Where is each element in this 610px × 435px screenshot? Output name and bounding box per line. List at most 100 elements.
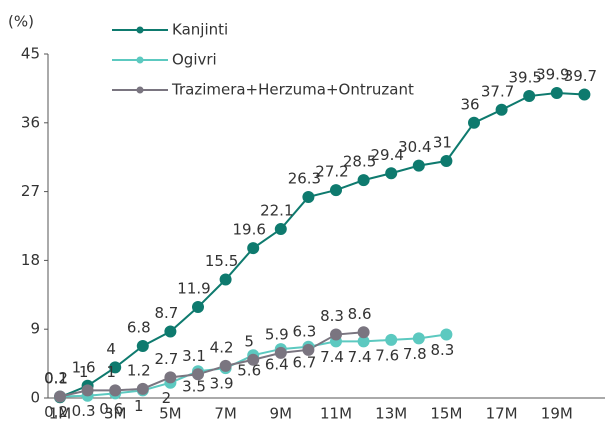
point (219, 273, 232, 286)
data-label: 2.7 (154, 350, 178, 368)
data-label: 6.8 (127, 319, 151, 337)
data-label: 27.2 (315, 163, 348, 181)
data-label: 3.1 (182, 347, 206, 365)
data-label: 8.3 (430, 341, 454, 359)
data-label: 0.2 (44, 403, 68, 421)
point (385, 167, 398, 180)
point (523, 90, 536, 103)
data-label: 36 (460, 95, 479, 113)
point (219, 359, 232, 372)
data-label: 6.7 (292, 353, 316, 371)
y-tick-label: 0 (30, 389, 40, 407)
x-tick-label: 11M (320, 405, 352, 423)
point (247, 242, 260, 255)
data-label: 19.6 (232, 221, 265, 239)
data-label: 6.4 (265, 356, 289, 374)
data-label: 8.7 (154, 304, 178, 322)
data-label: 0.1 (44, 370, 68, 388)
point (109, 384, 122, 397)
data-label: 39.5 (508, 69, 541, 87)
point (54, 390, 66, 403)
point (412, 159, 425, 172)
point (192, 368, 204, 381)
data-label: 4 (106, 340, 116, 358)
data-label: 8.3 (320, 307, 344, 325)
point (578, 88, 591, 101)
legend-label: Trazimera+Herzuma+Ontruzant (171, 81, 414, 99)
x-tick-label: 3M (104, 405, 127, 423)
point (109, 361, 122, 374)
data-label: 1 (134, 397, 144, 415)
data-label: 28.5 (343, 153, 376, 171)
point (468, 116, 480, 129)
y-tick-label: 27 (21, 182, 40, 200)
data-label: 4.2 (210, 338, 234, 356)
legend-marker (136, 86, 144, 94)
y-tick-label: 36 (21, 113, 40, 131)
y-unit: (%) (8, 13, 34, 31)
point (81, 384, 94, 397)
point (274, 223, 287, 236)
x-tick-label: 15M (430, 405, 462, 423)
point (302, 343, 315, 356)
data-label: 3.9 (210, 375, 234, 393)
data-label: 39.7 (564, 67, 597, 85)
data-label: 30.4 (398, 138, 431, 156)
point (440, 155, 453, 168)
point (550, 86, 563, 99)
y-tick-label: 18 (21, 251, 40, 269)
legend-label: Ogivri (172, 51, 217, 69)
data-label: 29.4 (370, 146, 403, 164)
y-tick-label: 45 (21, 45, 40, 63)
data-label: 3.5 (182, 378, 206, 396)
data-label: 0.3 (72, 402, 96, 420)
point (247, 353, 260, 366)
data-label: 22.1 (260, 202, 293, 220)
data-label: 1.2 (127, 361, 151, 379)
data-label: 7.4 (320, 348, 344, 366)
data-label: 1 (106, 363, 116, 381)
point (357, 326, 370, 339)
data-label: 26.3 (288, 169, 321, 187)
data-label: 7.4 (348, 348, 372, 366)
legend-marker (136, 26, 144, 34)
data-label: 15.5 (205, 252, 238, 270)
data-label: 0.2 (44, 369, 68, 387)
legend-marker (136, 56, 144, 64)
data-label: 6.3 (292, 322, 316, 340)
data-label: 5.9 (265, 325, 289, 343)
y-tick-label: 9 (30, 320, 40, 338)
point (495, 103, 508, 116)
data-label: 7.6 (375, 346, 399, 364)
x-tick-label: 17M (486, 405, 518, 423)
data-label: 37.7 (481, 82, 514, 100)
point (192, 301, 204, 314)
point (357, 335, 370, 348)
data-label: 1 (79, 363, 89, 381)
point (274, 346, 287, 359)
point (412, 332, 425, 345)
x-tick-label: 1M (49, 405, 72, 423)
point (357, 174, 370, 187)
data-label: 2 (162, 389, 172, 407)
point (330, 328, 342, 341)
data-label: 5.6 (237, 362, 261, 380)
x-tick-label: 5M (159, 405, 182, 423)
data-label: 0.6 (99, 400, 123, 418)
point (330, 184, 342, 197)
data-label: 7.8 (403, 345, 427, 363)
point (164, 325, 177, 338)
point (164, 371, 177, 384)
data-label: 11.9 (177, 280, 210, 298)
x-tick-label: 19M (541, 405, 573, 423)
data-label: 5 (244, 332, 254, 350)
point (302, 190, 315, 203)
x-tick-label: 13M (375, 405, 407, 423)
point (136, 340, 149, 353)
point (385, 333, 398, 346)
data-label: 31 (433, 134, 452, 152)
data-label: 39.9 (536, 65, 569, 83)
point (136, 382, 149, 395)
x-tick-label: 7M (214, 405, 237, 423)
